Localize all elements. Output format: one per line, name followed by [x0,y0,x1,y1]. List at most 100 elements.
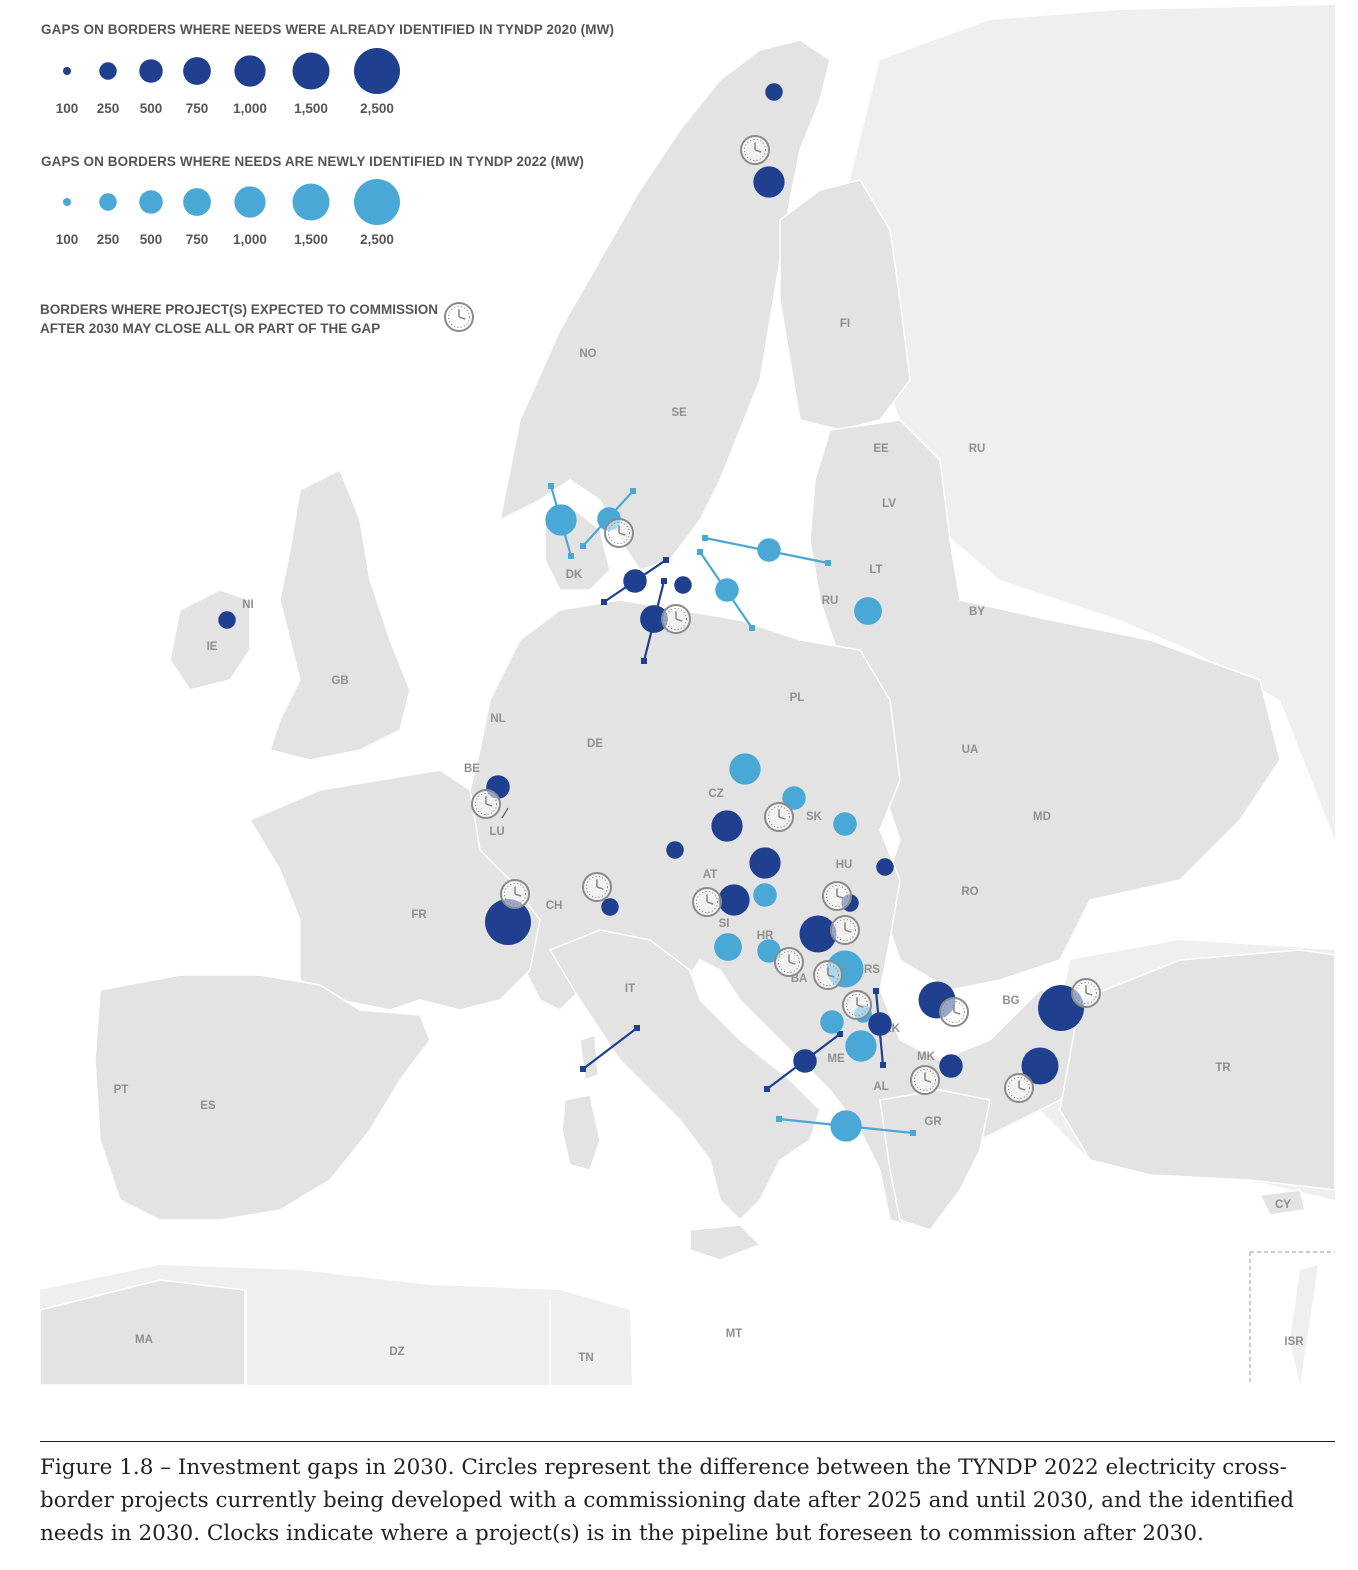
legend-commission-line2: AFTER 2030 MAY CLOSE ALL OR PART OF THE … [40,321,381,336]
gap-bubble-2022 [545,504,577,536]
country-label: FR [411,909,427,921]
legend-bubble-2022 [354,179,400,225]
country-label: GB [331,675,348,687]
clock-icon [830,915,860,945]
line-end-marker [880,1062,886,1068]
caption-line-3: needs in 2030. Clocks indicate where a p… [40,1521,1204,1546]
country-label: IE [207,641,218,653]
country-label: DE [587,738,603,750]
legend-size-label: 1,500 [294,101,328,116]
gap-bubble-2022 [830,1110,862,1142]
country-label: BG [1002,995,1019,1007]
country-label: EE [873,443,889,455]
country-label: NI [242,599,254,611]
legend-bubble-2022 [234,186,266,218]
gap-bubble-2022 [820,1010,844,1034]
interconnector-line [582,1027,638,1070]
legend-commission-text: BORDERS WHERE PROJECT(S) EXPECTED TO COM… [40,300,438,338]
legend-size-label: 500 [139,101,163,116]
country-label: MA [135,1334,153,1346]
country-label: GR [924,1116,942,1128]
gap-bubble-2020 [485,899,531,945]
country-label: UA [962,744,979,756]
clock-icon [471,789,501,819]
legend-bubble-2022 [183,188,211,216]
country-labels: NO SE FI EE RU LV LT RU BY DK NI IE GB NL BE LU DE PL CZ SK… [114,318,1305,1364]
gap-bubble-2020 [623,569,647,593]
country-label: IT [625,983,635,995]
legend-size-label: 500 [139,232,163,247]
line-end-marker [837,1031,843,1037]
gap-bubble-2022 [753,883,777,907]
gap-bubble-2022 [714,933,742,961]
gap-bubble-2020 [674,576,692,594]
legend-bubble-2020 [183,57,211,85]
gap-bubble-2022 [715,578,739,602]
line-end-marker [634,1025,640,1031]
legend-bubble-2020 [139,59,163,83]
line-end-marker [663,557,669,563]
gap-bubble-2020 [711,810,743,842]
gap-bubble-2022 [757,939,781,963]
country-label: PT [114,1084,129,1096]
country-label: RU [969,443,986,455]
line-end-marker [697,549,703,555]
gap-bubble-2020 [1021,1047,1059,1085]
line-end-marker [641,658,647,664]
country-label: BY [969,606,985,618]
legend-size-label: 750 [185,232,209,247]
legend-size-label: 100 [55,101,79,116]
country-label: HR [757,930,774,942]
country-label: ISR [1284,1336,1304,1348]
legend-commission-line1: BORDERS WHERE PROJECT(S) EXPECTED TO COM… [40,302,439,317]
gap-bubble-2020 [868,1012,892,1036]
legend-size-label: 250 [96,101,120,116]
legend-title-2020: GAPS ON BORDERS WHERE NEEDS WERE ALREADY… [41,22,615,37]
country-label: MT [726,1328,743,1340]
clock-icon [740,135,770,165]
line-end-marker [601,599,607,605]
gap-bubble-2020 [718,884,750,916]
line-end-marker [548,483,554,489]
line-end-marker [873,988,879,994]
country-label: CZ [708,788,723,800]
country-label: CH [546,900,563,912]
country-label: ES [200,1100,216,1112]
country-label: CY [1275,1199,1291,1211]
clock-icon [1071,978,1101,1008]
gap-bubble-2020 [793,1049,817,1073]
legend-size-label: 2,500 [360,101,394,116]
country-label: LT [869,564,882,576]
legend-bubble-2020 [234,55,266,87]
gap-bubble-2020 [765,83,783,101]
country-label: AT [703,869,717,881]
gap-bubble-2020 [939,1054,963,1078]
line-end-marker [661,578,667,584]
clock-icon [604,518,634,548]
legend-bubble-2022 [292,183,330,221]
line-end-marker [568,553,574,559]
clock-icon [444,302,474,332]
gap-bubble-2020 [640,605,668,633]
legend-size-label: 1,000 [233,232,267,247]
line-end-marker [630,488,636,494]
legend-bubble-2020 [99,62,117,80]
gap-bubble-2022 [833,812,857,836]
country-label: BA [791,973,808,985]
legend-size-label: 1,000 [233,101,267,116]
country-label: NO [579,348,596,360]
country-label: SI [719,918,730,930]
caption-line-1: Figure 1.8 – Investment gaps in 2030. Ci… [40,1455,1287,1480]
country-label: LV [882,498,896,510]
clock-icon [692,887,722,917]
clock-icon [813,960,843,990]
clock-icon [939,997,969,1027]
gap-bubble-2020 [753,166,785,198]
clock-icon [1004,1073,1034,1103]
country-label: RS [864,964,880,976]
country-label: TR [1215,1062,1231,1074]
gap-bubble-2022 [729,753,761,785]
country-label: ME [827,1053,845,1065]
legend-size-label: 250 [96,232,120,247]
clock-icon [822,881,852,911]
